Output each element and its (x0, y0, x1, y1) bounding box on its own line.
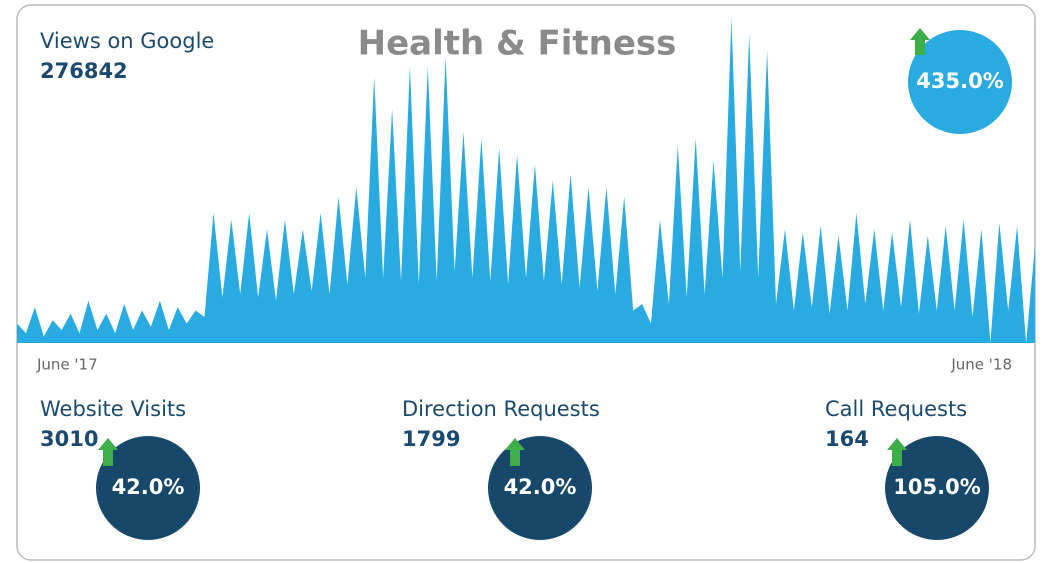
change-value: 105.0% (893, 475, 980, 499)
metric-label: Direction Requests (402, 397, 600, 421)
metric-label: Website Visits (40, 397, 186, 421)
metric-value: 1799 (402, 427, 460, 451)
change-value: 42.0% (112, 475, 185, 499)
x-axis-label: June '18 (950, 356, 1012, 374)
metric-value: 3010 (40, 427, 98, 451)
views-area (17, 18, 1035, 343)
metric-label: Views on Google (40, 29, 214, 53)
up-arrow (98, 438, 118, 466)
views-chart (17, 18, 1035, 343)
up-arrow (910, 28, 930, 55)
metric-value: 276842 (40, 59, 128, 83)
up-arrow (505, 438, 525, 466)
up-arrow (887, 438, 907, 466)
x-axis-label: June '17 (36, 356, 98, 374)
change-badge (908, 30, 1012, 134)
metric-label: Call Requests (825, 397, 967, 421)
change-value: 435.0% (916, 69, 1003, 93)
change-badge (885, 436, 989, 540)
change-badge (96, 436, 200, 540)
title: Health & Fitness (358, 24, 677, 64)
metric-value: 164 (825, 427, 869, 451)
change-value: 42.0% (504, 475, 577, 499)
